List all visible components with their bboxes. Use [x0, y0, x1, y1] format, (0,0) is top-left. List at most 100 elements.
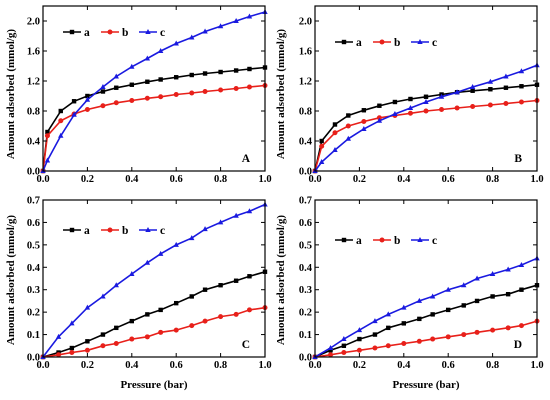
data-point-a	[377, 103, 382, 108]
data-point-c	[113, 282, 119, 288]
data-point-a	[519, 84, 524, 89]
data-point-b	[470, 104, 476, 109]
legend-label-b: b	[122, 27, 128, 39]
panel-label: D	[514, 339, 522, 351]
data-point-b	[56, 352, 62, 358]
data-point-a	[247, 66, 252, 72]
y-tick-label: 0.4	[299, 137, 313, 148]
data-point-a	[100, 89, 106, 94]
data-point-c	[487, 78, 494, 84]
data-point-c	[71, 111, 77, 117]
data-point-b	[58, 118, 64, 124]
data-point-a	[372, 332, 378, 337]
data-point-c	[144, 55, 151, 61]
data-point-b	[328, 352, 334, 358]
legend-label-b: b	[394, 37, 400, 49]
x-tick-label: 0.8	[486, 174, 499, 185]
data-point-b	[385, 343, 391, 349]
data-point-b	[129, 98, 135, 103]
data-point-c	[332, 147, 338, 152]
data-point-c	[503, 73, 509, 79]
data-point-a	[346, 113, 351, 118]
data-point-c	[385, 311, 391, 317]
data-point-c	[173, 40, 179, 46]
y-tick-label: 0.5	[27, 240, 40, 251]
data-point-c	[246, 208, 253, 214]
data-point-c	[58, 132, 64, 138]
data-point-c	[318, 159, 325, 164]
data-point-a	[361, 108, 367, 113]
data-point-a	[357, 336, 362, 342]
y-tick-label: 0.1	[299, 330, 312, 341]
data-point-a	[114, 85, 119, 90]
data-point-a	[392, 99, 398, 105]
data-point-c	[376, 117, 383, 123]
data-point-a	[247, 274, 252, 279]
data-point-b	[100, 103, 106, 109]
y-tick-label: 0.0	[299, 167, 312, 178]
legend-marker-b	[379, 39, 385, 45]
panel-label: B	[514, 153, 522, 165]
data-point-a	[233, 68, 239, 73]
x-tick-label: 0.2	[81, 360, 94, 371]
x-tick-label: 0.4	[125, 174, 139, 185]
data-point-b	[518, 323, 524, 329]
series-line-a	[314, 84, 538, 172]
data-point-c	[246, 13, 253, 19]
data-point-c	[129, 271, 135, 277]
data-point-a	[505, 292, 511, 297]
y-tick-label: 1.6	[27, 47, 40, 58]
data-point-a	[129, 318, 134, 324]
data-point-b	[113, 100, 119, 106]
data-point-a	[519, 287, 524, 292]
legend-label-b: b	[122, 225, 128, 237]
y-tick-label: 1.6	[299, 47, 312, 58]
data-point-a	[490, 294, 495, 299]
data-point-c	[202, 226, 208, 232]
data-point-a	[474, 298, 480, 304]
x-axis-label-right: Pressure (bar)	[392, 379, 459, 391]
data-point-b	[439, 107, 445, 112]
legend-label-c: c	[160, 27, 165, 39]
data-point-b	[173, 92, 179, 97]
legend-label-c: c	[432, 235, 437, 247]
legend-label-a: a	[356, 235, 362, 247]
data-point-b	[445, 334, 451, 340]
data-point-b	[341, 350, 347, 356]
series-line-a	[314, 284, 538, 358]
data-point-c	[233, 18, 239, 23]
data-point-b	[44, 133, 50, 139]
legend-marker-b	[379, 237, 385, 243]
data-point-c	[429, 293, 436, 299]
y-tick-label: 2.0	[299, 17, 312, 28]
data-point-a	[461, 303, 466, 308]
legend-marker-a	[341, 237, 347, 243]
x-tick-label: 0.0	[36, 360, 49, 371]
y-tick-label: 1.2	[299, 77, 312, 88]
data-point-a	[417, 316, 422, 322]
data-point-b	[69, 350, 75, 356]
y-tick-label: 0.4	[27, 263, 41, 274]
data-point-b	[189, 90, 195, 96]
data-point-b	[361, 119, 367, 124]
data-point-b	[461, 332, 467, 338]
data-point-b	[202, 89, 208, 94]
series-line-b	[314, 320, 538, 358]
data-point-b	[332, 130, 338, 136]
series-line-a	[42, 271, 266, 358]
data-point-b	[144, 334, 150, 340]
x-tick-label: 0.4	[397, 360, 411, 371]
plot-frame	[314, 199, 538, 358]
data-point-c	[55, 333, 62, 339]
data-point-a	[488, 87, 493, 92]
data-point-c	[407, 105, 414, 110]
data-point-c	[100, 293, 106, 299]
data-point-a	[401, 321, 406, 326]
data-point-c	[361, 126, 367, 131]
legend-marker-b	[107, 29, 113, 35]
data-point-a	[69, 345, 75, 351]
legend-marker-c	[417, 237, 423, 242]
panel-C: 0.0 0.2 0.4 0.6 0.8 1.0 0.0 0.1 0.2 0.3 0.4 0.5 0.6 0…	[27, 196, 272, 372]
x-tick-label: 0.6	[442, 174, 455, 185]
